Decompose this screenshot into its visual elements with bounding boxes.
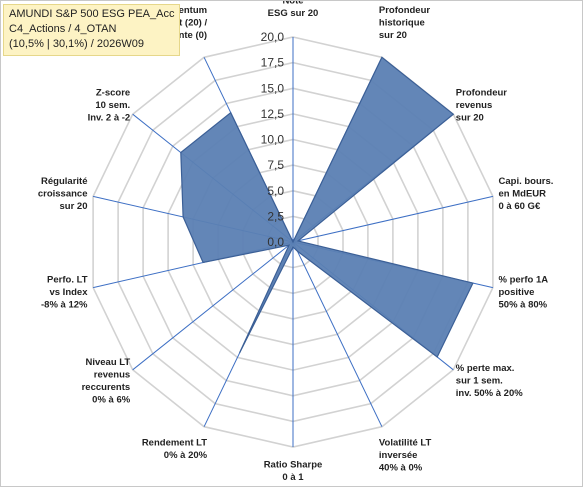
axis-spoke — [132, 241, 294, 371]
tick-label: 5,0 — [267, 184, 284, 198]
category-label: croissance — [38, 189, 88, 200]
category-label: 40% à 0% — [379, 463, 423, 474]
chart-title-box: AMUNDI S&P 500 ESG PEA_Acc C4_Actions / … — [3, 4, 181, 56]
category-label: % perte max. — [456, 363, 515, 374]
category-label: Régularité — [41, 176, 87, 187]
category-label: inversée — [379, 450, 418, 461]
category-label: 0% à 6% — [92, 394, 131, 405]
category-label: sur 20 — [60, 201, 88, 212]
tick-label: 0,0 — [267, 235, 284, 249]
tick-label: 12,5 — [261, 107, 285, 121]
axis-spoke — [292, 195, 494, 243]
category-label: positive — [499, 287, 535, 298]
category-label: Profondeur — [456, 88, 507, 99]
category-label: revenus — [94, 369, 130, 380]
title-line-1: AMUNDI S&P 500 ESG PEA_Acc — [9, 8, 175, 20]
category-label: Inv. 2 à -2 — [88, 113, 131, 124]
tick-label: 2,5 — [267, 209, 284, 223]
category-label: historique — [379, 17, 425, 28]
category-label: Achat (20) / — [156, 17, 208, 28]
category-label: Z-score — [96, 88, 130, 99]
category-label: Momentum — [156, 5, 207, 16]
category-label: Profondeur — [379, 5, 430, 16]
radar-series — [180, 56, 474, 358]
tick-label: 15,0 — [261, 81, 285, 95]
category-label: 0% à 20% — [164, 450, 208, 461]
category-label: Perfo. LT — [47, 274, 88, 285]
tick-label: 20,0 — [261, 30, 285, 44]
category-label: sur 20 — [379, 30, 407, 41]
category-label: % perfo 1A — [499, 274, 549, 285]
category-label: Note — [282, 1, 303, 7]
category-label: 10 sem. — [95, 100, 130, 111]
category-label: -8% à 12% — [41, 299, 88, 310]
category-label: sur 20 — [456, 113, 484, 124]
category-label: 0 à 60 G€ — [499, 201, 541, 212]
tick-label: 7,5 — [267, 158, 284, 172]
category-label: vs Index — [49, 287, 88, 298]
category-label: Niveau LT — [85, 357, 130, 368]
radar-tick-labels: 0,0 2,5 5,0 7,5 10,0 12,5 15,0 17,5 20,0 — [261, 30, 285, 249]
category-label: 50% à 80% — [499, 299, 548, 310]
category-label: Rendement LT — [142, 438, 207, 449]
category-label: ESG sur 20 — [268, 8, 319, 19]
category-label: inv. 50% à 20% — [456, 388, 523, 399]
axis-spoke — [292, 241, 383, 427]
category-label: 0 à 1 — [282, 472, 304, 483]
title-line-2: C4_Actions / 4_OTAN — [9, 23, 117, 35]
tick-label: 17,5 — [261, 56, 285, 70]
category-label: reccurents — [82, 382, 131, 393]
category-label: Volatilité LT — [379, 438, 432, 449]
category-label: Ratio Sharpe — [264, 459, 323, 470]
category-label: en MdEUR — [499, 189, 547, 200]
category-label: sur 1 sem. — [456, 376, 503, 387]
category-label: revenus — [456, 100, 492, 111]
title-line-3: (10,5% | 30,1%) / 2026W09 — [9, 38, 144, 50]
tick-label: 10,0 — [261, 133, 285, 147]
category-label: Vente (0) — [167, 30, 207, 41]
category-label: Capi. bours. — [499, 176, 554, 187]
